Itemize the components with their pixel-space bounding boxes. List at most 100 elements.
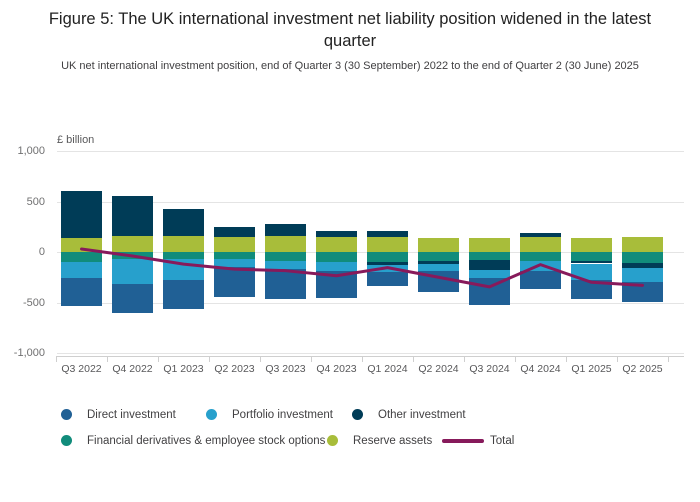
- financial-derivatives-swatch-icon: [61, 435, 72, 446]
- reserve-assets-swatch-icon: [327, 435, 338, 446]
- bar-segment-finderiv[interactable]: [367, 252, 408, 262]
- bar-segment-portfolio[interactable]: [214, 258, 255, 268]
- grid-line: [57, 151, 684, 152]
- bar-segment-other[interactable]: [61, 191, 102, 238]
- bar-segment-other[interactable]: [622, 262, 663, 268]
- x-tick: [464, 356, 465, 362]
- x-tick: [617, 356, 618, 362]
- y-axis-unit-label: £ billion: [57, 134, 95, 146]
- bar-segment-finderiv[interactable]: [418, 252, 459, 261]
- chart-subtitle: UK net international investment position…: [61, 60, 639, 72]
- bar-segment-finderiv[interactable]: [622, 252, 663, 263]
- bar-segment-other[interactable]: [367, 231, 408, 238]
- bar-segment-other[interactable]: [367, 261, 408, 266]
- bar-segment-portfolio[interactable]: [316, 261, 357, 272]
- bar-segment-finderiv[interactable]: [520, 252, 561, 261]
- x-tick: [362, 356, 363, 362]
- bar-segment-portfolio[interactable]: [61, 261, 102, 279]
- bar-segment-portfolio[interactable]: [571, 263, 612, 280]
- bar-segment-reserve[interactable]: [316, 237, 357, 252]
- bar-segment-direct[interactable]: [112, 283, 153, 313]
- bar-segment-finderiv[interactable]: [163, 252, 204, 260]
- bar-segment-portfolio[interactable]: [418, 263, 459, 272]
- bar-segment-direct[interactable]: [214, 267, 255, 297]
- bar-segment-reserve[interactable]: [367, 237, 408, 252]
- bar-segment-direct[interactable]: [61, 278, 102, 306]
- legend: Direct investment Portfolio investment O…: [0, 400, 700, 460]
- x-tick-label: Q1 2025: [571, 363, 612, 375]
- bar-segment-finderiv[interactable]: [316, 252, 357, 262]
- bar-segment-reserve[interactable]: [571, 238, 612, 252]
- x-tick: [515, 356, 516, 362]
- legend-label: Reserve assets: [353, 435, 433, 447]
- bar-segment-direct[interactable]: [571, 279, 612, 299]
- x-tick-label: Q2 2024: [418, 363, 459, 375]
- x-tick: [413, 356, 414, 362]
- bar-segment-direct[interactable]: [367, 271, 408, 287]
- bar-segment-other[interactable]: [265, 223, 306, 237]
- x-tick: [209, 356, 210, 362]
- other-investment-swatch-icon: [352, 409, 363, 420]
- x-tick: [56, 356, 57, 362]
- x-tick-label: Q3 2024: [469, 363, 510, 375]
- bar-segment-other[interactable]: [112, 196, 153, 237]
- y-tick-label: 1,000: [17, 145, 45, 157]
- bar-segment-reserve[interactable]: [622, 237, 663, 252]
- bar-segment-reserve[interactable]: [61, 237, 102, 252]
- x-tick: [668, 356, 669, 362]
- chart-title: Figure 5: The UK international investmen…: [48, 10, 652, 51]
- x-tick-label: Q4 2023: [316, 363, 357, 375]
- bar-segment-other[interactable]: [214, 226, 255, 238]
- bar-segment-reserve[interactable]: [163, 236, 204, 252]
- x-tick-label: Q2 2023: [214, 363, 255, 375]
- bar-segment-finderiv[interactable]: [265, 252, 306, 261]
- bar-segment-other[interactable]: [520, 232, 561, 238]
- bar-segment-portfolio[interactable]: [112, 259, 153, 284]
- y-tick-label: 0: [38, 246, 45, 258]
- bar-segment-other[interactable]: [316, 230, 357, 238]
- x-tick-label: Q1 2023: [163, 363, 204, 375]
- bar-segment-reserve[interactable]: [469, 238, 510, 252]
- total-line-swatch-icon: [442, 439, 484, 443]
- bar-segment-direct[interactable]: [265, 269, 306, 299]
- bar-segment-direct[interactable]: [163, 280, 204, 309]
- portfolio-investment-swatch-icon: [206, 409, 217, 420]
- x-tick: [158, 356, 159, 362]
- bar-segment-reserve[interactable]: [418, 238, 459, 252]
- bar-segment-portfolio[interactable]: [265, 260, 306, 270]
- legend-label: Portfolio investment: [232, 409, 333, 421]
- x-tick-label: Q4 2022: [112, 363, 153, 375]
- bar-segment-finderiv[interactable]: [469, 252, 510, 260]
- grid-line: [57, 201, 684, 203]
- bar-segment-finderiv[interactable]: [61, 252, 102, 262]
- bar-segment-reserve[interactable]: [520, 237, 561, 252]
- x-tick-label: Q3 2023: [265, 363, 306, 375]
- total-line-layer: [80, 247, 644, 289]
- bar-segment-other[interactable]: [418, 260, 459, 264]
- bar-segment-portfolio[interactable]: [469, 270, 510, 278]
- bar-segment-other[interactable]: [163, 208, 204, 237]
- x-tick-label: Q4 2024: [520, 363, 561, 375]
- x-tick-label: Q1 2024: [367, 363, 408, 375]
- x-tick-label: Q3 2022: [61, 363, 102, 375]
- x-tick-label: Q2 2025: [622, 363, 663, 375]
- legend-label: Other investment: [378, 409, 466, 421]
- bar-segment-direct[interactable]: [520, 270, 561, 290]
- y-tick-label: -1,000: [13, 347, 45, 359]
- bar-segment-finderiv[interactable]: [214, 252, 255, 259]
- bar-segment-reserve[interactable]: [265, 236, 306, 252]
- bar-segment-other[interactable]: [469, 259, 510, 271]
- bar-segment-direct[interactable]: [622, 281, 663, 302]
- x-tick: [311, 356, 312, 362]
- y-tick-label: 500: [26, 195, 45, 208]
- grid-line: [57, 302, 684, 304]
- direct-investment-swatch-icon: [61, 409, 72, 420]
- bar-segment-other[interactable]: [571, 260, 612, 264]
- plot-area: [57, 151, 684, 354]
- bar-segment-reserve[interactable]: [112, 236, 153, 252]
- total-line[interactable]: [80, 247, 644, 289]
- bar-segment-portfolio[interactable]: [622, 267, 663, 282]
- bar-segment-reserve[interactable]: [214, 237, 255, 252]
- bar-segment-finderiv[interactable]: [571, 252, 612, 261]
- y-tick-label: -500: [22, 296, 45, 309]
